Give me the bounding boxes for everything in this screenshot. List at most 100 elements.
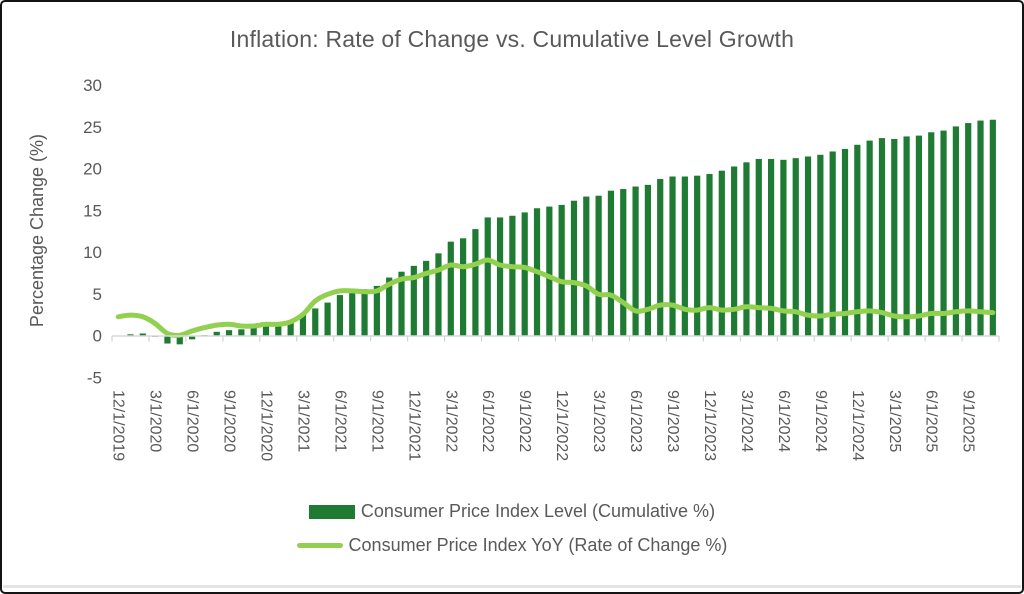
bar (694, 175, 701, 336)
x-tick-label: 12/1/2021 (405, 390, 422, 461)
x-tick-label: 3/1/2025 (886, 390, 903, 452)
bar (965, 123, 972, 336)
x-tick-label: 6/1/2024 (775, 390, 792, 452)
bar (546, 206, 553, 336)
bar (866, 140, 873, 336)
bar (558, 204, 565, 336)
bar (632, 186, 639, 336)
x-tick-label: 9/1/2023 (664, 390, 681, 452)
x-tick-label: 12/1/2023 (701, 390, 718, 461)
bar-series-swatch (308, 504, 355, 519)
bar (509, 215, 516, 336)
bar (349, 291, 356, 336)
bar (731, 166, 738, 336)
bar (854, 144, 861, 336)
legend-label-cumulative: Consumer Price Index Level (Cumulative %… (360, 501, 716, 521)
bar (657, 179, 664, 336)
bar (718, 170, 725, 336)
y-tick-label: 10 (83, 243, 102, 262)
bar (496, 217, 504, 336)
x-tick-label: 3/1/2022 (442, 390, 459, 452)
bar (620, 189, 627, 336)
y-tick-labels: 30 25 20 15 10 5 0 -5 (83, 76, 102, 387)
y-tick-label: 30 (83, 76, 102, 95)
bar (373, 285, 380, 336)
bar (139, 333, 146, 336)
legend: Consumer Price Index Level (Cumulative %… (2, 501, 1022, 556)
bar (583, 196, 590, 336)
bar (176, 336, 183, 345)
bar (361, 289, 368, 336)
x-tick-label: 12/1/2024 (849, 390, 866, 461)
bar (460, 238, 467, 336)
bar (423, 260, 430, 336)
bottom-edge-line (3, 585, 1021, 588)
axis-ticks (111, 336, 1000, 342)
bar (324, 302, 331, 336)
bar (262, 325, 270, 336)
bar (817, 154, 824, 336)
x-tick-label: 6/1/2020 (184, 390, 201, 452)
bar (706, 174, 713, 336)
line-series-swatch (296, 543, 343, 548)
x-tick-label: 9/1/2025 (960, 390, 977, 452)
x-tick-label: 6/1/2025 (923, 390, 940, 452)
bar (398, 271, 405, 336)
x-tick-label: 12/1/2022 (553, 390, 570, 461)
bar (127, 334, 134, 336)
bar (891, 138, 898, 336)
yoy-line-path (115, 257, 996, 338)
x-tick-label: 9/1/2024 (812, 390, 829, 452)
bar (521, 212, 528, 336)
bar (472, 229, 479, 336)
bar (188, 336, 196, 340)
x-tick-label: 3/1/2020 (147, 390, 164, 452)
x-tick-labels: 12/1/2019 3/1/2020 6/1/2020 9/1/2020 12/1/20… (110, 390, 977, 461)
bar (952, 126, 959, 336)
legend-label-yoy: Consumer Price Index YoY (Rate of Change… (348, 535, 728, 555)
bar (164, 336, 171, 344)
x-tick-label: 3/1/2021 (294, 390, 311, 452)
x-tick-label: 6/1/2023 (627, 390, 644, 452)
bar (410, 265, 417, 336)
bar (755, 158, 762, 336)
bar (780, 159, 787, 336)
x-tick-label: 12/1/2020 (257, 390, 274, 461)
y-tick-label: 0 (93, 327, 102, 346)
y-tick-label: 15 (83, 201, 102, 220)
cumulative-bars (127, 119, 996, 345)
x-tick-label: 9/1/2021 (368, 390, 385, 452)
bar (336, 295, 344, 336)
x-tick-label: 9/1/2022 (516, 390, 533, 452)
bar (681, 176, 688, 336)
x-tick-label: 6/1/2021 (331, 390, 348, 452)
x-tick-label: 9/1/2020 (221, 390, 238, 452)
bar (792, 158, 799, 336)
bar (275, 323, 282, 336)
x-tick-label: 3/1/2023 (590, 390, 607, 452)
bar (238, 329, 245, 336)
bar (250, 327, 257, 336)
x-tick-label: 12/1/2019 (110, 390, 127, 461)
y-tick-label: 5 (93, 285, 102, 304)
legend-item-cumulative: Consumer Price Index Level (Cumulative %… (308, 501, 716, 522)
bar (804, 156, 812, 336)
bar (484, 217, 491, 336)
x-tick-label: 6/1/2022 (479, 390, 496, 452)
bar (225, 330, 233, 336)
yoy-line (115, 257, 996, 338)
bar (829, 151, 836, 336)
bar (977, 120, 984, 336)
bar (928, 132, 935, 336)
bar (386, 277, 393, 336)
bar (287, 320, 294, 336)
bar (447, 241, 454, 336)
bar (989, 119, 996, 336)
bar (841, 148, 849, 336)
x-tick-label: 3/1/2024 (738, 390, 755, 452)
legend-item-yoy: Consumer Price Index YoY (Rate of Change… (296, 535, 728, 556)
bar (743, 162, 750, 336)
y-tick-label: -5 (87, 368, 102, 387)
